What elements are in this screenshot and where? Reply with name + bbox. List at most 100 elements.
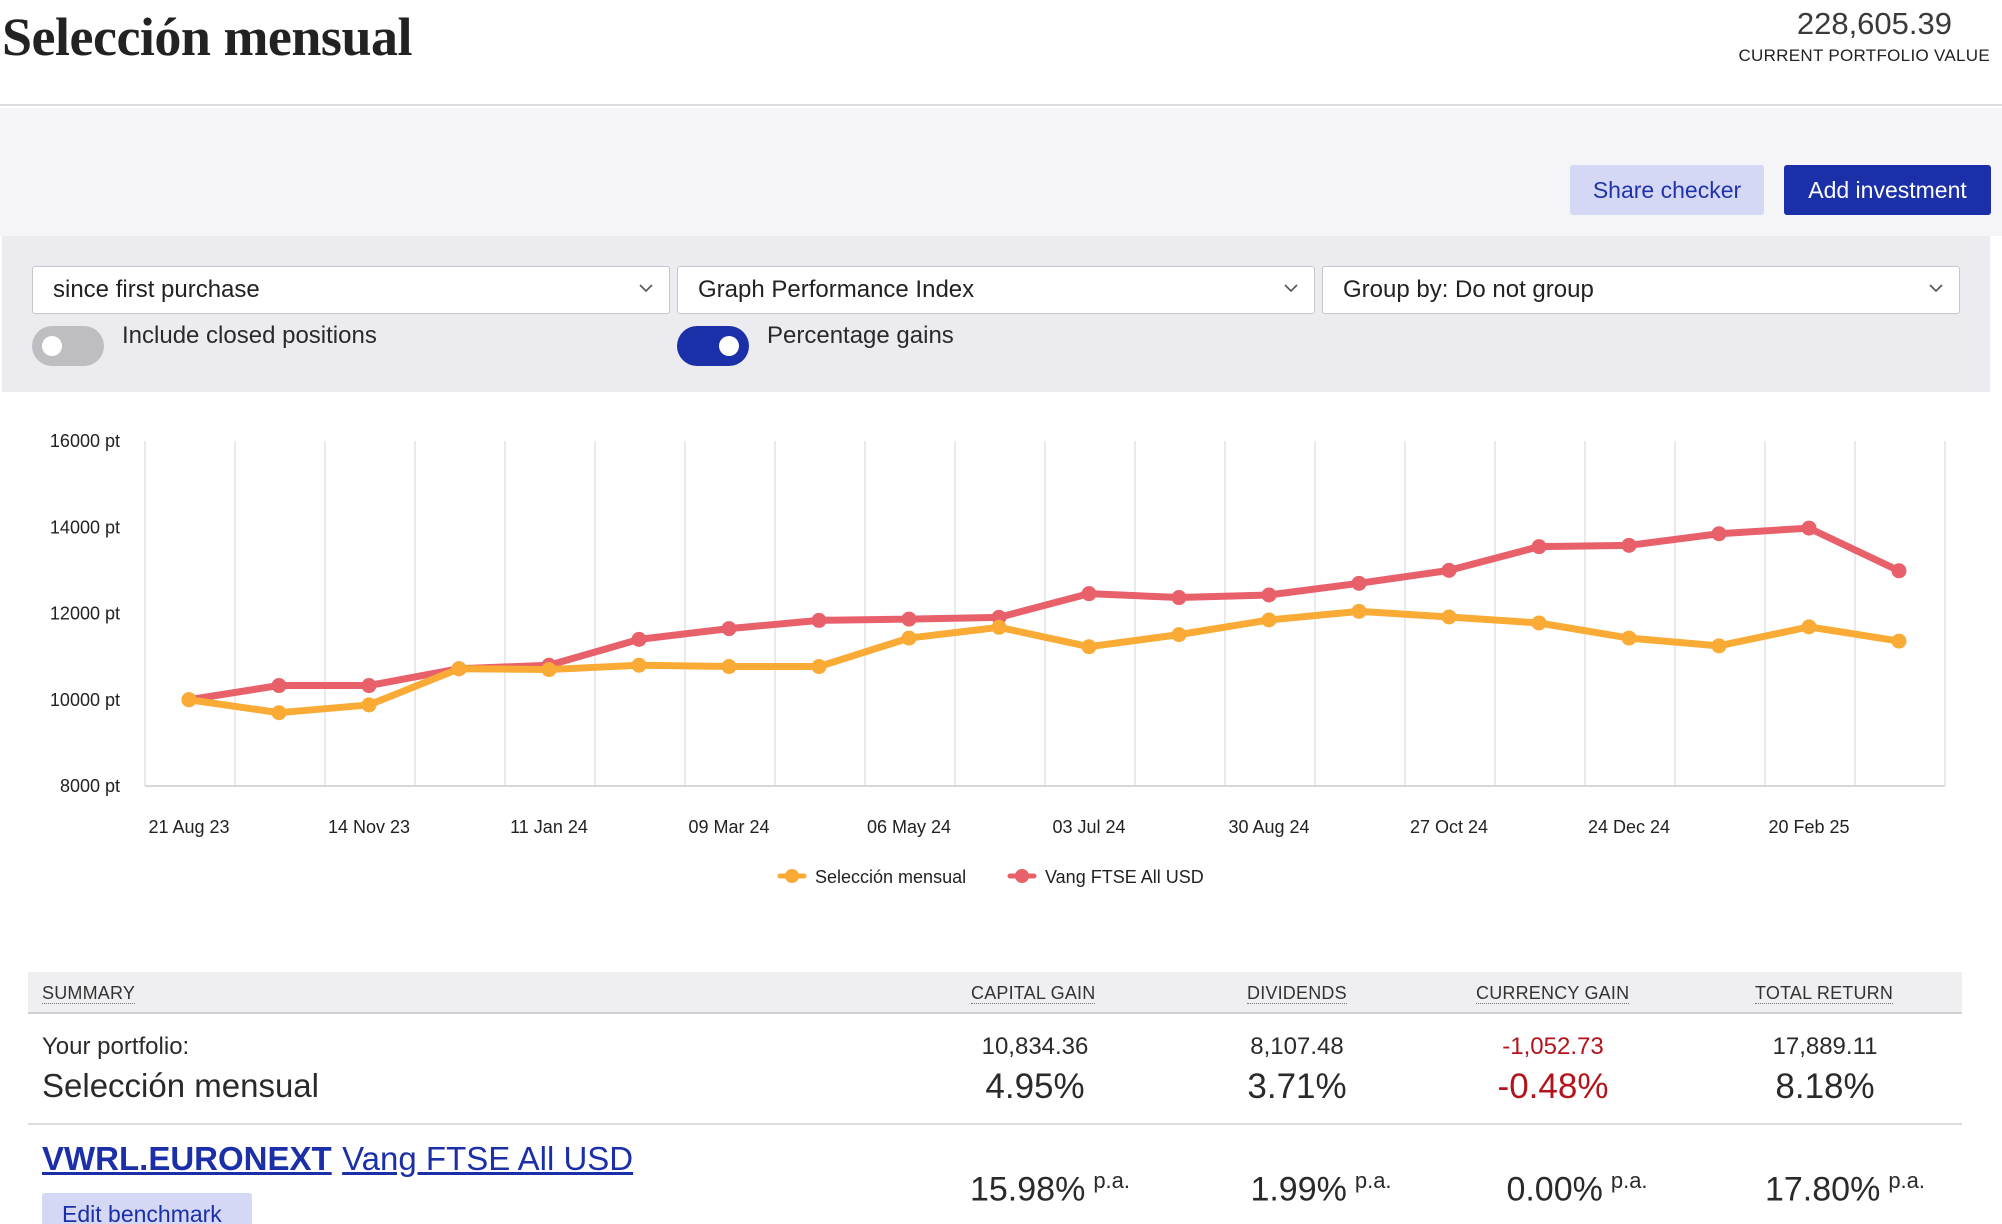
data-point: [1351, 575, 1367, 591]
data-point: [1711, 638, 1727, 654]
y-tick-label: 12000 pt: [50, 604, 120, 624]
data-point: [1351, 603, 1367, 619]
total-return-header[interactable]: TOTAL RETURN: [1755, 983, 1894, 1004]
data-point: [1261, 612, 1277, 628]
x-tick-label: 06 May 24: [867, 817, 951, 837]
summary-header: SUMMARY: [42, 983, 136, 1004]
share-checker-button[interactable]: Share checker: [1570, 165, 1764, 215]
data-point: [1081, 586, 1097, 602]
benchmark-ticker-link[interactable]: VWRL.EURONEXT: [42, 1140, 332, 1177]
data-point: [901, 630, 917, 646]
dividends-value: 8,107.48: [1250, 1033, 1344, 1060]
performance-chart: 16000 pt 14000 pt 12000 pt 10000 pt 8000 pt 2…: [0, 392, 2002, 932]
benchmark-total-return: 17.80% p.a.: [1730, 1168, 1960, 1209]
include-closed-positions-toggle[interactable]: [32, 326, 104, 366]
x-tick-label: 11 Jan 24: [510, 817, 588, 837]
y-tick-label: 8000 pt: [60, 776, 120, 796]
data-point: [541, 662, 557, 678]
add-investment-button[interactable]: Add investment: [1784, 165, 1991, 215]
data-point: [271, 705, 287, 721]
portfolio-row-name: Selección mensual: [42, 1067, 319, 1104]
benchmark-dividends: 1.99% p.a.: [1211, 1168, 1431, 1209]
data-point: [721, 621, 737, 637]
data-point: [1261, 587, 1277, 603]
group-by-select[interactable]: Group by: Do not group: [1322, 266, 1960, 314]
toggle-knob: [719, 336, 739, 356]
performance-chart-svg: 16000 pt 14000 pt 12000 pt 10000 pt 8000 pt 2…: [50, 431, 1946, 887]
data-point: [181, 692, 197, 708]
data-point: [361, 697, 377, 713]
x-tick-label: 30 Aug 24: [1228, 817, 1309, 837]
y-tick-label: 16000 pt: [50, 431, 120, 451]
data-point: [1171, 590, 1187, 606]
percentage-gains-toggle[interactable]: [677, 326, 749, 366]
pa-label: p.a.: [1093, 1168, 1131, 1193]
legend-label: Selección mensual: [815, 867, 966, 887]
data-point: [631, 631, 647, 647]
y-tick-label: 14000 pt: [50, 517, 120, 537]
total-return-value: 17,889.11: [1772, 1033, 1878, 1060]
data-point: [811, 659, 827, 675]
chevron-down-icon: [1284, 284, 1298, 293]
graph-type-select-value: Graph Performance Index: [698, 276, 975, 303]
data-point: [1891, 633, 1907, 649]
data-point: [1531, 615, 1547, 631]
summary-header-row: SUMMARY CAPITAL GAIN DIVIDENDS CURRENCY …: [28, 972, 1962, 1014]
filters-panel: since first purchase Graph Performance I…: [2, 236, 1990, 392]
benchmark-capital-gain-value: 15.98%: [969, 1170, 1086, 1209]
capital-gain-header[interactable]: CAPITAL GAIN: [971, 983, 1096, 1004]
data-point: [1171, 627, 1187, 643]
series-line: [185, 607, 1903, 717]
portfolio-row-label: Your portfolio:: [42, 1033, 190, 1060]
edit-benchmark-button[interactable]: Edit benchmark: [42, 1193, 252, 1224]
data-point: [1441, 609, 1457, 625]
benchmark-name-link[interactable]: Vang FTSE All USD: [342, 1140, 634, 1177]
benchmark-title: VWRL.EURONEXT Vang FTSE All USD: [42, 1140, 633, 1178]
benchmark-total-return-value: 17.80%: [1764, 1170, 1881, 1209]
pa-label: p.a.: [1354, 1168, 1392, 1193]
dividends-header[interactable]: DIVIDENDS: [1247, 983, 1347, 1004]
data-point: [901, 611, 917, 627]
data-point: [1531, 539, 1547, 555]
chevron-down-icon: [1929, 284, 1943, 293]
graph-type-select[interactable]: Graph Performance Index: [677, 266, 1315, 314]
data-point: [271, 678, 287, 694]
x-tick-label: 21 Aug 23: [148, 817, 229, 837]
capital-gain-value: 10,834.36: [981, 1033, 1089, 1060]
benchmark-currency-gain: 0.00% p.a.: [1467, 1168, 1687, 1209]
data-point: [991, 619, 1007, 635]
portfolio-value-caption: CURRENT PORTFOLIO VALUE: [1738, 46, 1990, 65]
x-tick-label: 09 Mar 24: [688, 817, 769, 837]
portfolio-value: 228,605.39: [1796, 6, 1952, 41]
dividends-percent: 3.71%: [1247, 1067, 1347, 1106]
currency-gain-value: -1,052.73: [1502, 1033, 1604, 1060]
percentage-gains-label: Percentage gains: [767, 322, 954, 349]
group-by-select-value: Group by: Do not group: [1343, 276, 1594, 303]
x-tick-label: 14 Nov 23: [328, 817, 410, 837]
period-select[interactable]: since first purchase: [32, 266, 670, 314]
legend-marker: [1015, 869, 1029, 883]
data-point: [721, 659, 737, 675]
data-point: [1621, 537, 1637, 553]
data-point: [1801, 520, 1817, 536]
data-point: [1621, 630, 1637, 646]
legend-label: Vang FTSE All USD: [1045, 867, 1204, 887]
currency-gain-header[interactable]: CURRENCY GAIN: [1476, 983, 1630, 1004]
row-divider: [28, 1123, 1962, 1125]
x-tick-label: 20 Feb 25: [1768, 817, 1849, 837]
capital-gain-percent: 4.95%: [985, 1067, 1085, 1106]
pa-label: p.a.: [1888, 1168, 1926, 1193]
data-point: [1801, 619, 1817, 635]
x-tick-label: 27 Oct 24: [1410, 817, 1488, 837]
data-point: [811, 612, 827, 628]
x-tick-label: 24 Dec 24: [1588, 817, 1670, 837]
x-tick-label: 03 Jul 24: [1052, 817, 1125, 837]
page-title: Selección mensual: [2, 7, 412, 67]
data-point: [451, 661, 467, 677]
total-return-percent: 8.18%: [1775, 1067, 1875, 1106]
pa-label: p.a.: [1610, 1168, 1648, 1193]
data-point: [1441, 562, 1457, 578]
data-point: [1081, 639, 1097, 655]
data-point: [1891, 563, 1907, 579]
period-select-value: since first purchase: [53, 276, 260, 303]
